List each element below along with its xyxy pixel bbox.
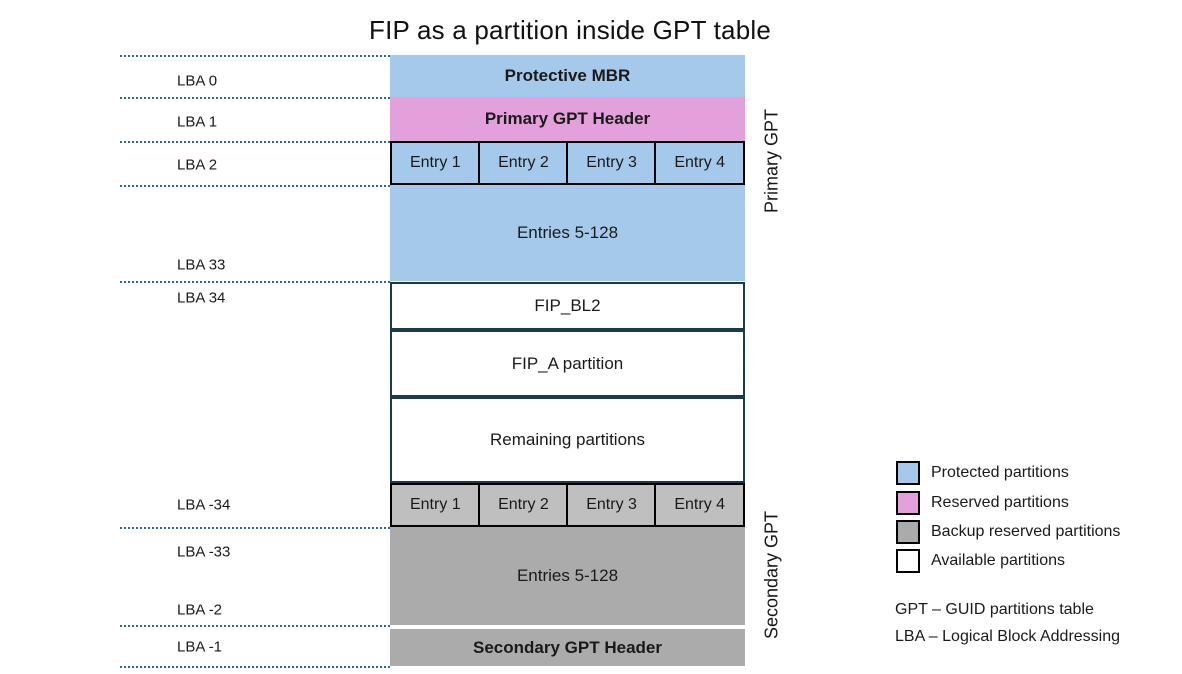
legend-label-available: Available partitions [931, 552, 1066, 569]
secondary-entry-4: Entry 4 [654, 483, 745, 527]
dotted-separator [120, 185, 390, 187]
lba-label-minus-1: LBA -1 [177, 638, 223, 656]
dotted-separator [120, 141, 390, 143]
primary-entry-3: Entry 3 [566, 141, 657, 185]
lba-label-0: LBA 0 [177, 72, 218, 90]
legend-label-reserved: Reserved partitions [931, 494, 1069, 511]
dotted-separator [120, 666, 390, 668]
lba-label-2: LBA 2 [177, 156, 218, 174]
primary-entry-1: Entry 1 [390, 141, 481, 185]
lba-label-1: LBA 1 [177, 113, 218, 131]
legend-swatch-reserved [896, 491, 920, 515]
secondary-entry-1: Entry 1 [390, 483, 481, 527]
footnote-gpt: GPT – GUID partitions table [895, 601, 1094, 618]
primary-gpt-group-label: Primary GPT [761, 108, 782, 214]
legend-item-protected: Protected partitions [896, 461, 1069, 485]
block-protective-mbr: Protective MBR [390, 55, 745, 97]
legend-label-protected: Protected partitions [931, 464, 1069, 481]
lba-label-minus-34: LBA -34 [177, 496, 231, 514]
legend-swatch-backup [896, 520, 920, 544]
legend-label-backup: Backup reserved partitions [931, 523, 1121, 540]
dotted-separator [120, 527, 390, 529]
legend-swatch-protected [896, 461, 920, 485]
primary-entry-4: Entry 4 [654, 141, 745, 185]
secondary-entry-row: Entry 1 Entry 2 Entry 3 Entry 4 [390, 483, 745, 527]
secondary-entry-2: Entry 2 [478, 483, 569, 527]
block-fip-bl2: FIP_BL2 [390, 282, 745, 330]
dotted-separator [120, 625, 390, 627]
footnote-lba: LBA – Logical Block Addressing [895, 628, 1121, 645]
legend-item-reserved: Reserved partitions [896, 491, 1069, 515]
dotted-separator [120, 55, 390, 57]
legend-swatch-available [896, 549, 920, 573]
block-primary-entries-5-128: Entries 5-128 [390, 185, 745, 281]
secondary-entry-3: Entry 3 [566, 483, 657, 527]
legend-item-backup: Backup reserved partitions [896, 520, 1120, 544]
secondary-gpt-group-label: Secondary GPT [761, 510, 782, 640]
block-secondary-entries-5-128: Entries 5-128 [390, 527, 745, 625]
block-primary-gpt-header: Primary GPT Header [390, 97, 745, 141]
dotted-separator [120, 97, 390, 99]
block-secondary-gpt-header: Secondary GPT Header [390, 629, 745, 666]
lba-label-34: LBA 34 [177, 289, 226, 307]
page-title: FIP as a partition inside GPT table [368, 15, 772, 45]
dotted-separator [120, 281, 390, 283]
block-remaining-partitions: Remaining partitions [390, 397, 745, 483]
primary-entry-row: Entry 1 Entry 2 Entry 3 Entry 4 [390, 141, 745, 185]
legend-item-available: Available partitions [896, 549, 1065, 573]
lba-label-33: LBA 33 [177, 256, 226, 274]
block-fip-a-partition: FIP_A partition [390, 330, 745, 397]
lba-label-minus-2: LBA -2 [177, 601, 223, 619]
primary-entry-2: Entry 2 [478, 141, 569, 185]
lba-label-minus-33: LBA -33 [177, 543, 231, 561]
